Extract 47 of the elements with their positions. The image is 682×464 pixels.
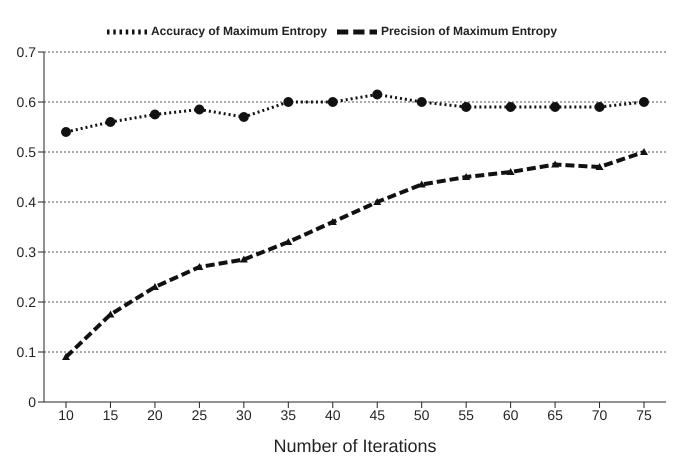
y-tick-label: 0.1 bbox=[16, 344, 36, 360]
point bbox=[551, 160, 560, 168]
x-tick-label: 45 bbox=[369, 406, 386, 423]
y-tick-label: 0 bbox=[28, 394, 36, 410]
point bbox=[194, 104, 204, 114]
x-tick-label: 35 bbox=[280, 406, 296, 423]
y-tick-label: 0.2 bbox=[16, 294, 36, 310]
legend-label: Precision of Maximum Entropy bbox=[381, 24, 558, 38]
x-tick-label: 10 bbox=[58, 406, 74, 423]
point bbox=[416, 97, 427, 107]
x-tick-label: 70 bbox=[592, 406, 608, 423]
x-tick-label: 65 bbox=[547, 406, 564, 423]
point bbox=[238, 112, 249, 122]
point bbox=[328, 97, 338, 107]
point bbox=[506, 102, 516, 112]
x-tick-label: 50 bbox=[414, 406, 430, 423]
y-tick-label: 0.5 bbox=[16, 144, 36, 160]
x-tick-label: 15 bbox=[102, 406, 118, 423]
point bbox=[639, 97, 649, 107]
x-tick-label: 55 bbox=[458, 406, 474, 423]
point bbox=[372, 90, 382, 100]
point bbox=[506, 168, 515, 175]
x-tick-label: 25 bbox=[192, 406, 208, 423]
point bbox=[373, 198, 382, 205]
x-tick-label: 20 bbox=[147, 406, 163, 423]
point bbox=[62, 353, 70, 360]
point bbox=[462, 173, 470, 180]
point bbox=[150, 110, 160, 120]
x-axis-title: Number of Iterations bbox=[273, 436, 437, 456]
point bbox=[596, 163, 604, 170]
y-tick-label: 0.6 bbox=[16, 94, 36, 110]
point bbox=[550, 102, 560, 112]
x-tick-label: 60 bbox=[502, 406, 519, 423]
legend-label: Accuracy of Maximum Entropy bbox=[150, 24, 327, 38]
y-tick-label: 0.7 bbox=[16, 44, 36, 60]
y-tick-label: 0.4 bbox=[16, 194, 36, 210]
point bbox=[283, 97, 294, 107]
point bbox=[61, 127, 71, 137]
point bbox=[640, 148, 648, 155]
point bbox=[461, 102, 472, 112]
x-tick-label: 30 bbox=[236, 406, 252, 423]
point bbox=[594, 102, 605, 112]
x-tick-label: 75 bbox=[636, 406, 652, 423]
y-tick-label: 0.3 bbox=[16, 244, 36, 260]
x-tick-label: 40 bbox=[324, 406, 341, 423]
point bbox=[105, 117, 116, 127]
point bbox=[240, 256, 248, 262]
